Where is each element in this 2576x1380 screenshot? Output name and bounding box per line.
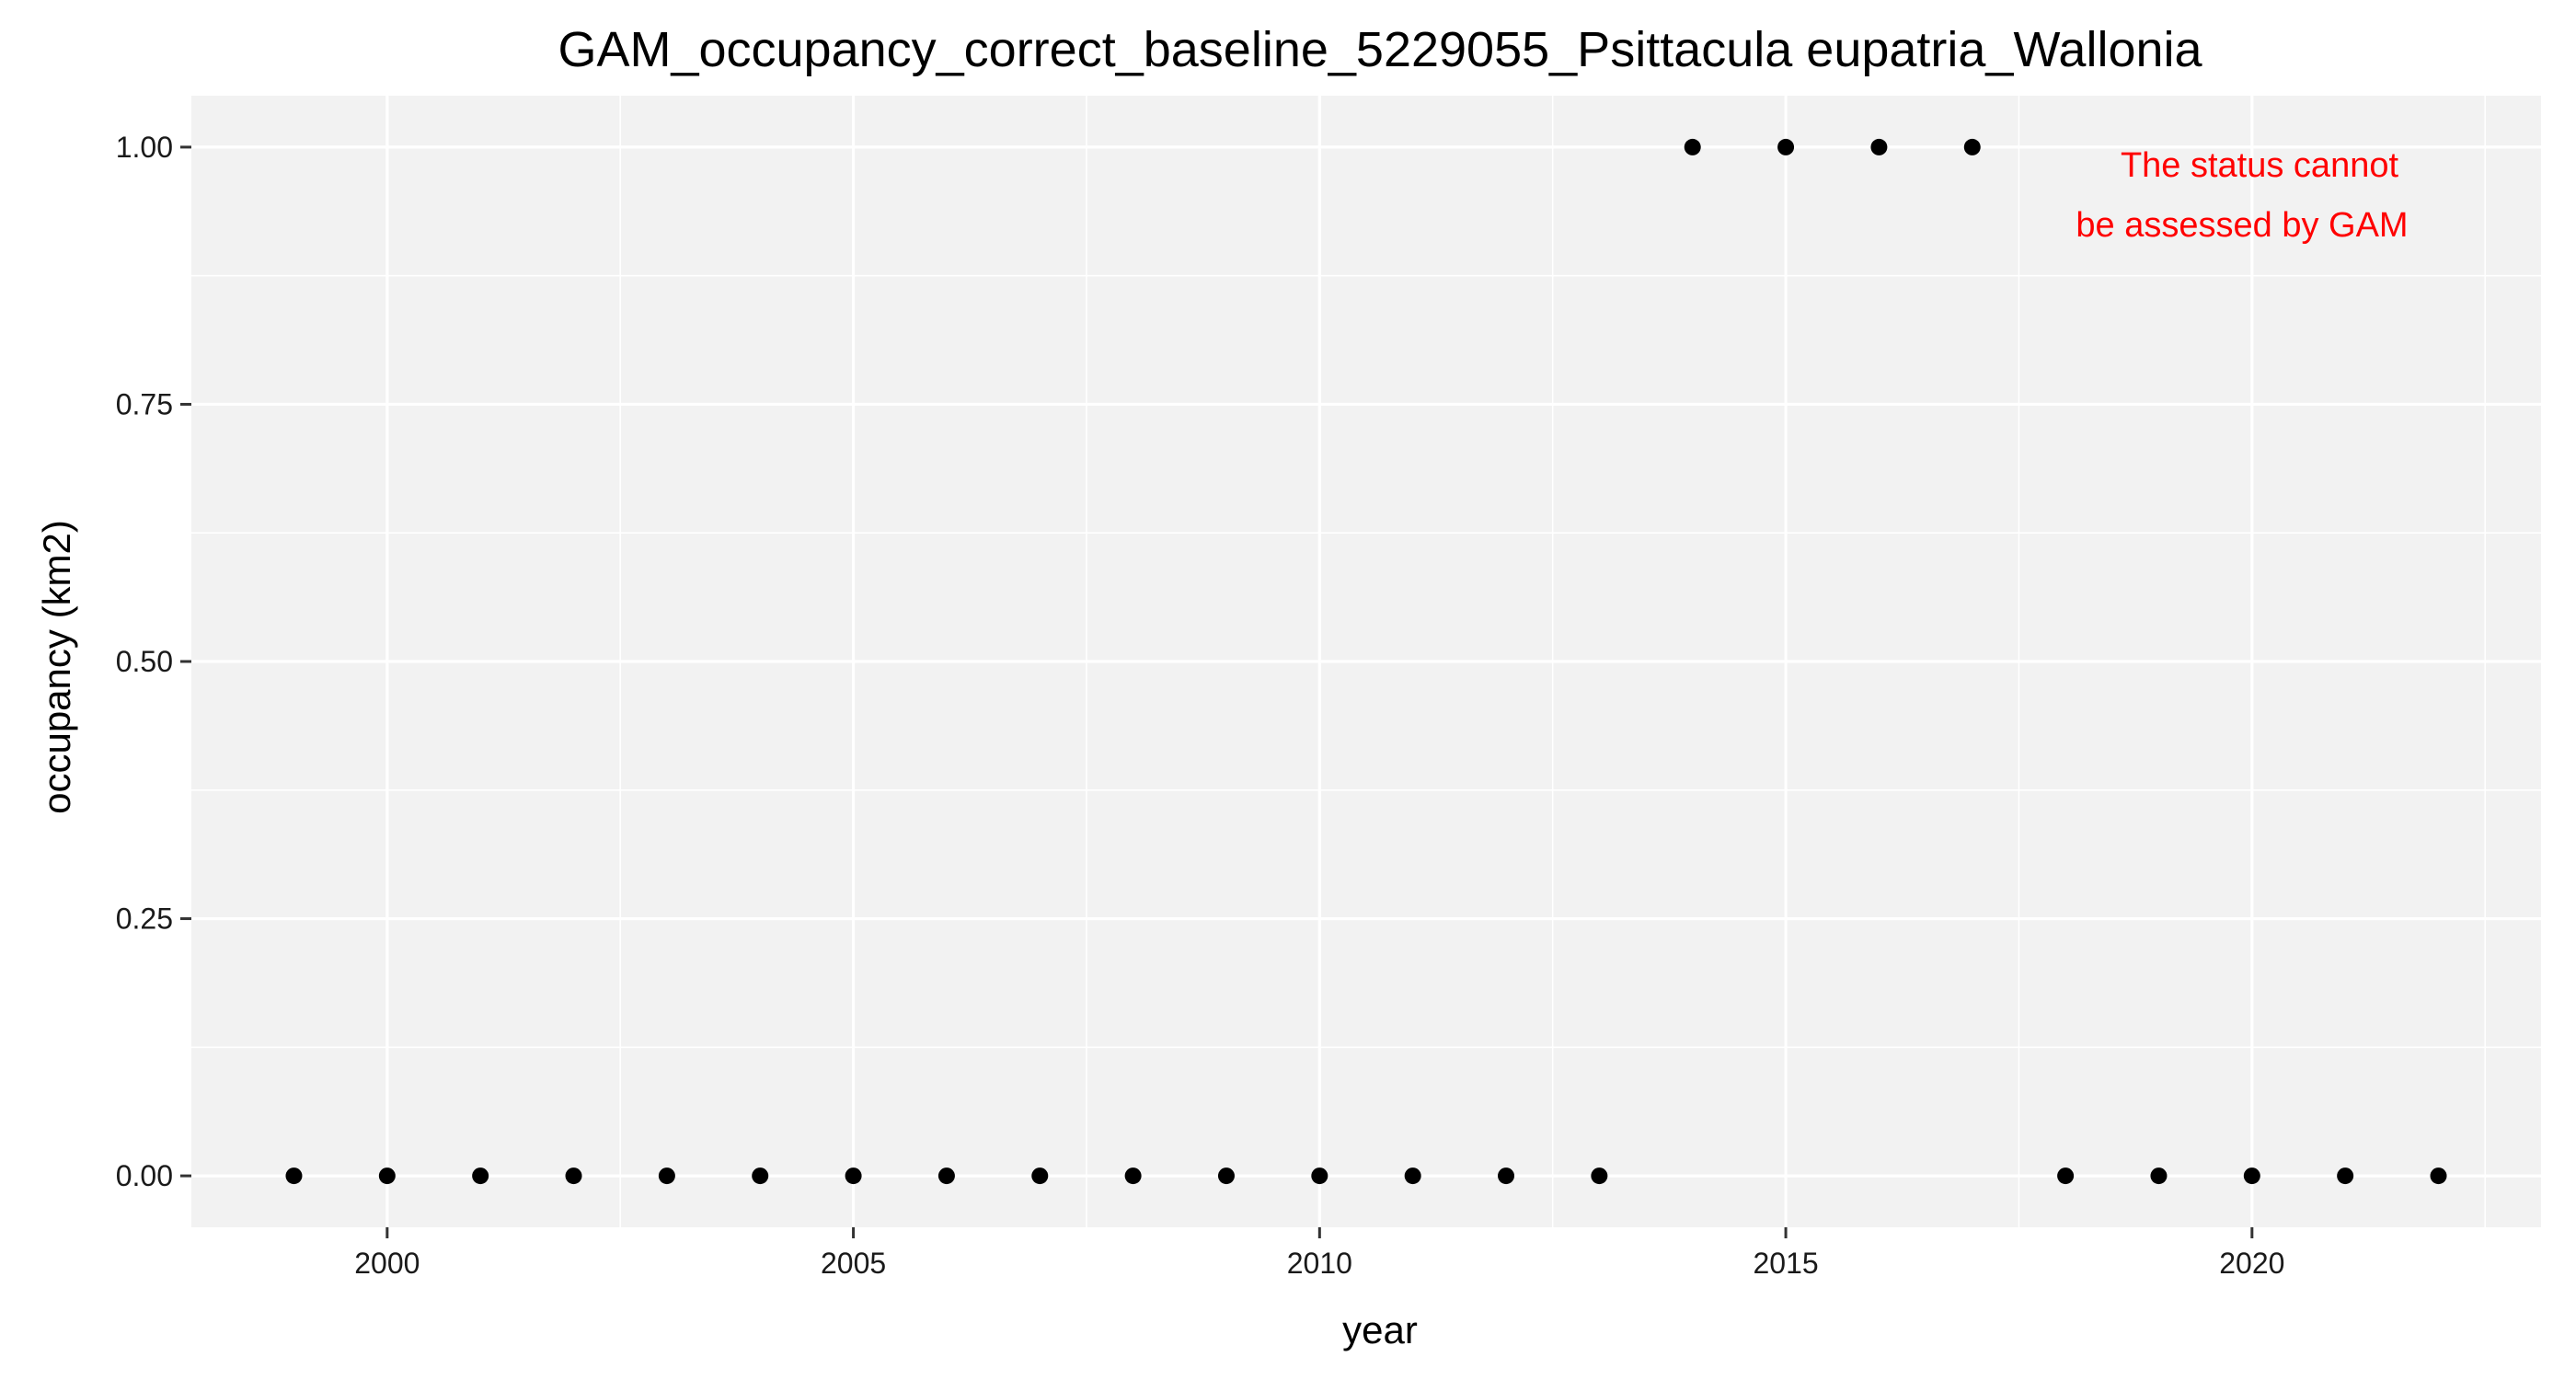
data-point xyxy=(1963,138,1981,155)
data-point xyxy=(752,1167,769,1185)
data-point xyxy=(2430,1167,2447,1185)
data-point xyxy=(2337,1167,2354,1185)
data-point xyxy=(1498,1167,1515,1185)
x-tick-label: 2005 xyxy=(821,1247,886,1280)
data-point xyxy=(285,1167,303,1185)
data-point xyxy=(1684,138,1701,155)
y-axis-title: occupancy (km2) xyxy=(35,520,78,814)
x-tick-label: 2000 xyxy=(354,1247,420,1280)
data-point xyxy=(1124,1167,1142,1185)
tick-labels: 2000 2005 2010 2015 2020 0.00 0.25 0.50 0.75 1.00 xyxy=(116,131,2285,1280)
y-tick-label: 0.50 xyxy=(116,645,173,678)
x-axis-title: year xyxy=(1342,1308,1418,1351)
annotation-line-1: The status cannot xyxy=(2121,146,2399,185)
y-tick-label: 0.25 xyxy=(116,903,173,936)
data-point xyxy=(658,1167,675,1185)
data-point xyxy=(1311,1167,1328,1185)
data-points xyxy=(285,138,2447,1185)
data-point xyxy=(1777,138,1795,155)
axis-ticks xyxy=(180,145,2254,1238)
data-point xyxy=(2150,1167,2168,1185)
data-point xyxy=(1404,1167,1421,1185)
data-point xyxy=(845,1167,862,1185)
data-point xyxy=(937,1167,955,1185)
data-point xyxy=(2243,1167,2260,1185)
data-point xyxy=(472,1167,489,1185)
annotation: The status cannot be assessed by GAM xyxy=(2076,146,2408,245)
x-tick-label: 2010 xyxy=(1287,1247,1352,1280)
data-point xyxy=(1870,138,1888,155)
data-point xyxy=(2057,1167,2075,1185)
data-point xyxy=(1217,1167,1235,1185)
y-tick-label: 0.00 xyxy=(116,1159,173,1192)
grid-major xyxy=(191,96,2541,1227)
y-tick-label: 1.00 xyxy=(116,131,173,164)
data-point xyxy=(378,1167,396,1185)
annotation-line-2: be assessed by GAM xyxy=(2076,206,2408,245)
data-point xyxy=(1031,1167,1049,1185)
data-point xyxy=(565,1167,582,1185)
data-point xyxy=(1591,1167,1608,1185)
chart-title: GAM_occupancy_correct_baseline_5229055_P… xyxy=(558,22,2202,77)
y-tick-label: 0.75 xyxy=(116,387,173,420)
x-tick-label: 2020 xyxy=(2219,1247,2284,1280)
x-tick-label: 2015 xyxy=(1753,1247,1818,1280)
